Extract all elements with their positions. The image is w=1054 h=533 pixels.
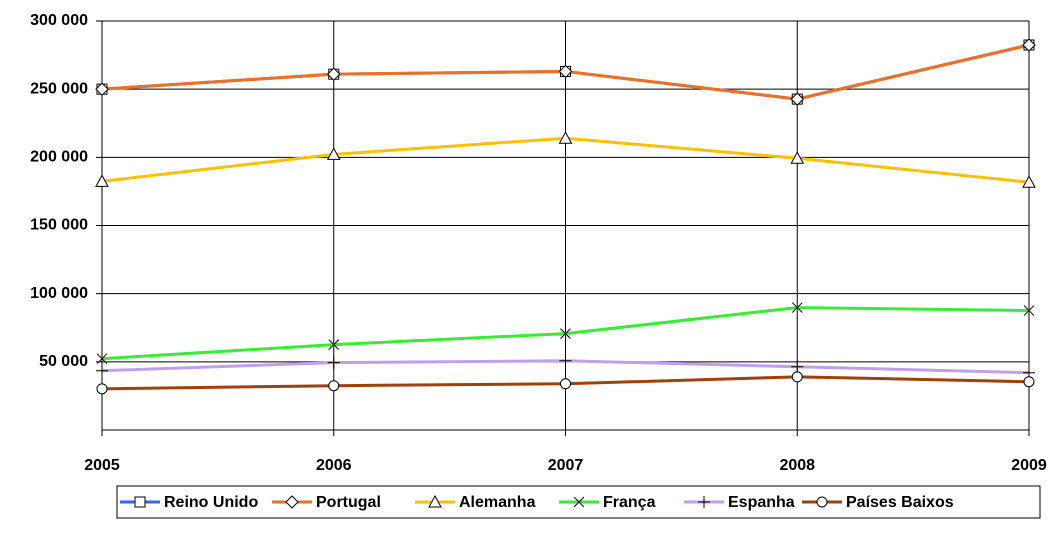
- marker: [326, 147, 341, 160]
- y-tick-label: 200 000: [30, 149, 88, 166]
- legend-marker: [573, 496, 585, 508]
- marker: [560, 378, 571, 390]
- legend-label: França: [603, 494, 656, 511]
- legend-marker: [698, 496, 710, 508]
- marker: [1023, 305, 1035, 316]
- marker: [327, 356, 340, 369]
- marker: [790, 92, 804, 106]
- legend-label: Países Baixos: [846, 494, 954, 511]
- marker: [790, 151, 805, 164]
- marker: [1022, 38, 1036, 52]
- legend-marker: [428, 494, 442, 508]
- y-tick-label: 100 000: [30, 285, 88, 302]
- marker: [96, 383, 108, 395]
- legend-marker: [816, 496, 828, 508]
- marker: [328, 380, 340, 392]
- x-tick-label: 2006: [316, 457, 352, 474]
- marker: [558, 131, 573, 144]
- marker: [96, 353, 108, 365]
- y-tick-label: 250 000: [30, 80, 88, 97]
- marker: [791, 302, 803, 313]
- marker: [791, 360, 804, 373]
- marker: [328, 339, 340, 351]
- x-tick-label: 2005: [84, 457, 120, 474]
- legend-marker: [134, 496, 146, 508]
- marker: [95, 82, 109, 96]
- marker: [558, 64, 573, 79]
- marker: [560, 328, 571, 339]
- marker: [791, 371, 803, 383]
- x-tick-label: 2008: [779, 457, 815, 474]
- y-tick-label: 150 000: [30, 217, 88, 234]
- y-tick-label: 300 000: [30, 12, 88, 29]
- marker: [1022, 175, 1036, 188]
- legend-box: [116, 485, 1041, 519]
- legend-label: Alemanha: [459, 494, 536, 511]
- legend-label: Espanha: [728, 494, 795, 511]
- x-tick-label: 2007: [548, 457, 584, 474]
- x-tick-label: 2009: [1011, 457, 1047, 474]
- legend-label: Reino Unido: [164, 494, 258, 511]
- marker: [95, 174, 109, 187]
- marker: [96, 364, 108, 377]
- marker: [559, 354, 572, 367]
- legend-label: Portugal: [316, 494, 381, 511]
- marker: [1023, 376, 1035, 388]
- legend-marker: [285, 495, 299, 509]
- y-tick-label: 50 000: [39, 353, 88, 370]
- marker: [327, 67, 341, 81]
